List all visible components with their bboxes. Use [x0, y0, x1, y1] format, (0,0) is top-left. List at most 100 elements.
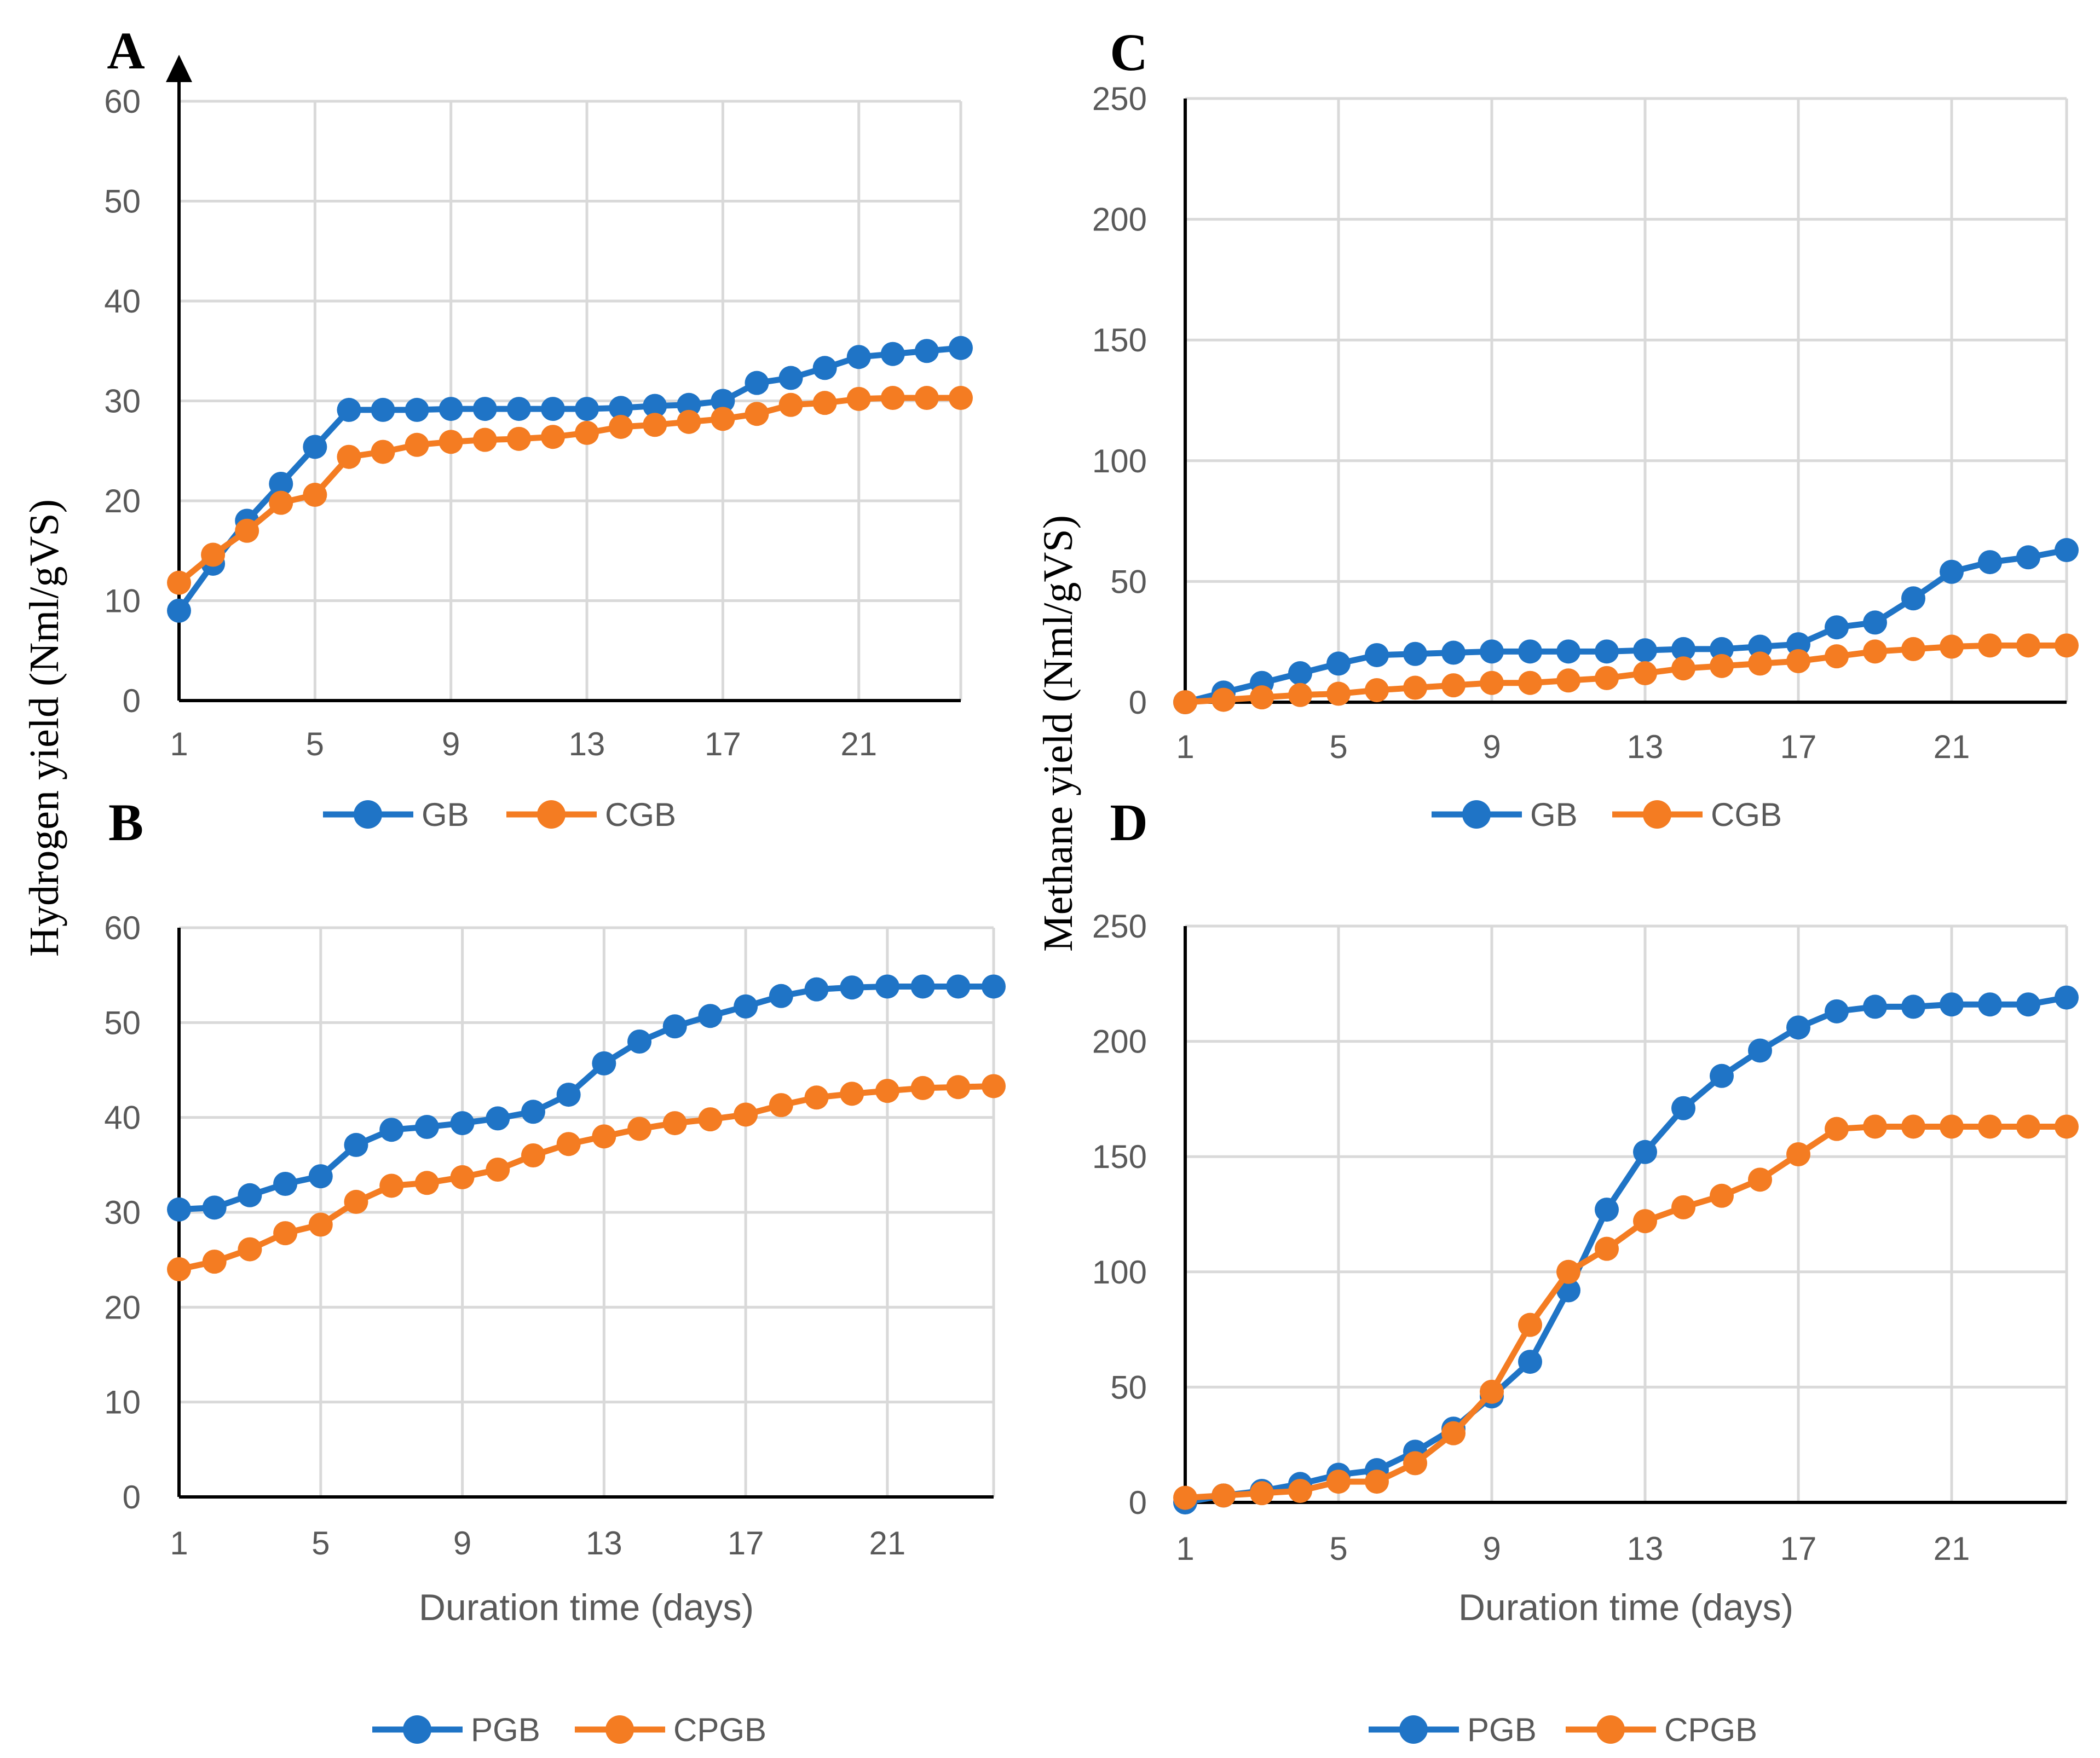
- y-tick-label: 50: [1110, 563, 1147, 600]
- y-tick-label: 60: [104, 83, 141, 120]
- data-point: [202, 1250, 227, 1274]
- data-point: [269, 490, 293, 515]
- data-point: [609, 396, 633, 420]
- data-point: [379, 1118, 404, 1142]
- legend-swatch-marker: [537, 800, 566, 829]
- legend-swatch-marker: [1462, 800, 1491, 829]
- data-point: [379, 1173, 404, 1198]
- y-tick-label: 0: [123, 683, 141, 719]
- data-point: [1250, 685, 1274, 710]
- data-point: [1671, 637, 1695, 661]
- data-point: [2055, 1114, 2079, 1139]
- data-point: [1518, 670, 1542, 695]
- legend-label: CGB: [1711, 796, 1782, 833]
- series-line: [1185, 642, 2067, 705]
- y-tick-label: 20: [104, 483, 141, 519]
- data-point: [949, 386, 973, 410]
- data-point: [1518, 1350, 1542, 1374]
- data-point: [1480, 670, 1504, 695]
- y-tick-label: 0: [1129, 684, 1147, 721]
- data-point: [202, 1195, 227, 1220]
- y-tick-label: 30: [104, 383, 141, 420]
- data-point: [167, 570, 191, 595]
- data-point: [2016, 1114, 2040, 1139]
- legend-item-pgb: PGB: [1369, 1711, 1537, 1748]
- data-point: [167, 1257, 191, 1281]
- y-axis-arrow: [166, 55, 192, 82]
- data-point: [337, 397, 361, 422]
- data-point: [1441, 1421, 1466, 1445]
- y-tick-label: 40: [104, 1100, 141, 1136]
- data-point: [1786, 649, 1810, 673]
- data-point: [1978, 550, 2002, 575]
- data-point: [1786, 632, 1810, 657]
- panel-label: D: [1110, 793, 1147, 852]
- y-tick-label: 250: [1092, 908, 1147, 945]
- data-point: [1326, 1470, 1351, 1494]
- data-point: [778, 366, 803, 390]
- data-point: [609, 414, 633, 439]
- y-tick-label: 10: [104, 583, 141, 620]
- data-point: [269, 471, 293, 496]
- data-point: [1863, 639, 1887, 664]
- data-point: [1863, 994, 1887, 1019]
- data-point: [1556, 668, 1580, 693]
- data-point: [1326, 651, 1351, 676]
- series-cpgb: [167, 1074, 1006, 1281]
- legend-swatch-marker: [605, 1715, 634, 1744]
- data-point: [1288, 661, 1312, 686]
- data-point: [1250, 1481, 1274, 1506]
- legend-item-gb: GB: [323, 796, 469, 833]
- data-point: [745, 371, 769, 395]
- data-point: [1748, 1167, 1772, 1192]
- data-point: [812, 356, 837, 380]
- y-tick-label: 10: [104, 1384, 141, 1421]
- data-point: [745, 402, 769, 426]
- data-point: [946, 1075, 971, 1100]
- chart-panel-a: 0 10 20 30 40 50 60 1 5 9 13 17 21 A GB CGB: [104, 21, 973, 833]
- data-point: [439, 397, 463, 421]
- legend-label: CPGB: [673, 1711, 766, 1748]
- data-point: [982, 1074, 1006, 1098]
- data-point: [2055, 538, 2079, 563]
- x-tick-label: 9: [442, 726, 460, 762]
- data-point: [405, 432, 429, 457]
- data-point: [627, 1030, 652, 1054]
- data-point: [1825, 1117, 1849, 1141]
- data-point: [643, 413, 667, 437]
- x-axis-title: Duration time (days): [1458, 1587, 1793, 1628]
- data-point: [875, 974, 899, 999]
- x-tick-label: 13: [586, 1525, 622, 1562]
- data-point: [1671, 1096, 1695, 1120]
- y-tick-label: 0: [1129, 1484, 1147, 1521]
- x-tick-label: 21: [1934, 1530, 1970, 1567]
- data-point: [643, 394, 667, 418]
- y-tick-label: 40: [104, 283, 141, 320]
- data-point: [1633, 1209, 1657, 1234]
- data-point: [1595, 1236, 1619, 1261]
- data-point: [1940, 992, 1964, 1017]
- data-point: [521, 1100, 545, 1124]
- data-point: [2016, 992, 2040, 1017]
- x-tick-label: 1: [1176, 728, 1194, 765]
- legend-label: CPGB: [1664, 1711, 1757, 1748]
- data-point: [949, 336, 973, 360]
- data-point: [982, 974, 1006, 999]
- y-tick-label: 150: [1092, 322, 1147, 358]
- data-point: [238, 1183, 262, 1207]
- legend-swatch-marker: [1596, 1715, 1625, 1744]
- data-point: [1863, 610, 1887, 635]
- data-point: [575, 420, 599, 445]
- y-tick-label: 100: [1092, 443, 1147, 479]
- y-tick-label: 60: [104, 910, 141, 946]
- data-point: [1518, 1312, 1542, 1337]
- data-point: [1671, 1195, 1695, 1219]
- legend-swatch-marker: [1643, 800, 1671, 829]
- data-point: [846, 386, 871, 411]
- data-point: [1288, 683, 1312, 707]
- series-line: [1184, 547, 2068, 705]
- data-point: [2016, 545, 2040, 570]
- data-point: [2055, 985, 2079, 1010]
- series-gb: [1173, 538, 2079, 714]
